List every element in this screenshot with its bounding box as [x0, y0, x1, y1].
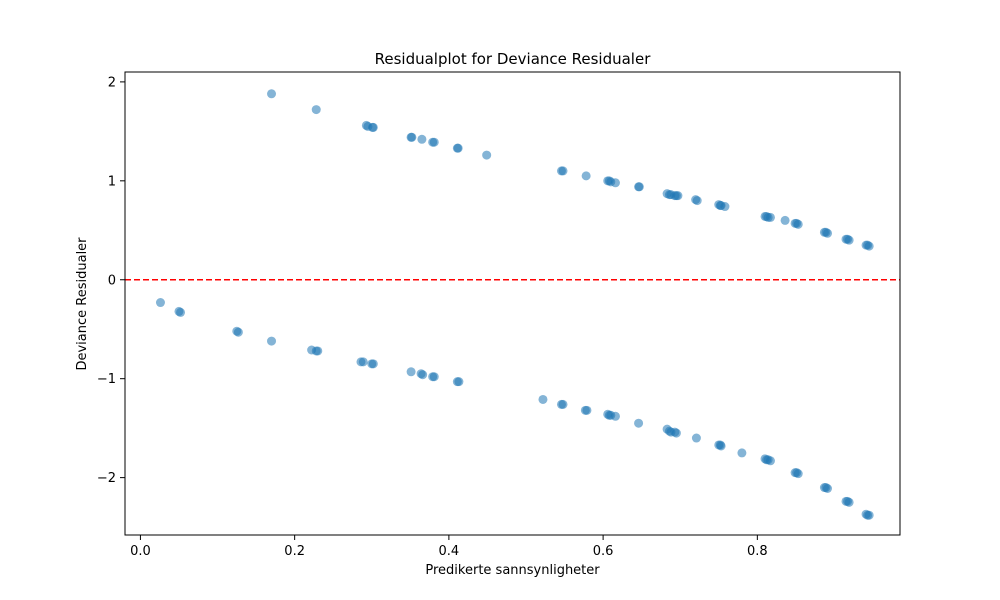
data-point	[429, 372, 439, 382]
data-point	[233, 327, 243, 337]
data-point	[671, 428, 681, 438]
x-tick-label: 0.6	[593, 544, 614, 559]
data-point	[765, 212, 775, 222]
data-point	[311, 105, 321, 115]
data-point	[406, 367, 416, 377]
data-point	[538, 394, 548, 404]
x-axis-ticks: 0.0 0.2 0.4 0.6 0.8	[130, 535, 768, 559]
data-point	[176, 307, 186, 317]
y-axis-ticks: −2 −1 0 1 2	[97, 75, 125, 486]
data-point	[267, 336, 277, 346]
x-tick-label: 0.8	[747, 544, 768, 559]
data-point	[737, 448, 747, 458]
data-point	[844, 235, 854, 245]
data-point	[453, 143, 463, 153]
data-point	[634, 182, 644, 192]
y-tick-label: 1	[108, 174, 116, 189]
chart-title: Residualplot for Deviance Residualer	[375, 50, 652, 68]
data-point	[417, 134, 427, 144]
data-point	[418, 370, 428, 380]
data-point	[864, 241, 874, 251]
data-point	[716, 441, 726, 451]
data-point	[358, 357, 368, 367]
y-tick-label: −2	[97, 471, 116, 486]
data-point	[155, 298, 165, 308]
y-axis-label: Deviance Residualer	[75, 237, 90, 371]
y-tick-label: 0	[108, 273, 116, 288]
data-point	[610, 178, 620, 188]
data-point	[581, 171, 591, 181]
data-point	[558, 166, 568, 176]
x-tick-label: 0.2	[284, 544, 305, 559]
data-point	[634, 418, 644, 428]
data-point	[864, 510, 874, 520]
data-point	[765, 456, 775, 466]
data-point	[368, 359, 378, 369]
data-point	[482, 150, 492, 160]
data-point	[692, 196, 702, 206]
y-tick-label: 2	[108, 75, 116, 90]
data-point	[780, 215, 790, 225]
x-axis-label: Predikerte sannsynligheter	[425, 563, 600, 578]
data-point	[793, 469, 803, 479]
data-point	[793, 219, 803, 229]
y-tick-label: −1	[97, 372, 116, 387]
plot-area-frame	[124, 71, 901, 536]
data-point	[313, 346, 323, 356]
data-point	[582, 405, 592, 415]
data-point	[844, 497, 854, 507]
data-point	[368, 122, 378, 132]
data-point	[823, 228, 833, 238]
data-point	[407, 132, 417, 142]
data-point	[429, 137, 439, 147]
data-point	[267, 89, 277, 99]
data-point	[691, 433, 701, 443]
data-point	[823, 484, 833, 494]
data-point	[454, 377, 464, 387]
points-layer	[155, 89, 874, 520]
data-point	[610, 411, 620, 421]
data-point	[558, 399, 568, 409]
x-tick-label: 0.4	[439, 544, 460, 559]
x-tick-label: 0.0	[130, 544, 151, 559]
data-point	[673, 191, 683, 201]
data-point	[720, 202, 730, 212]
